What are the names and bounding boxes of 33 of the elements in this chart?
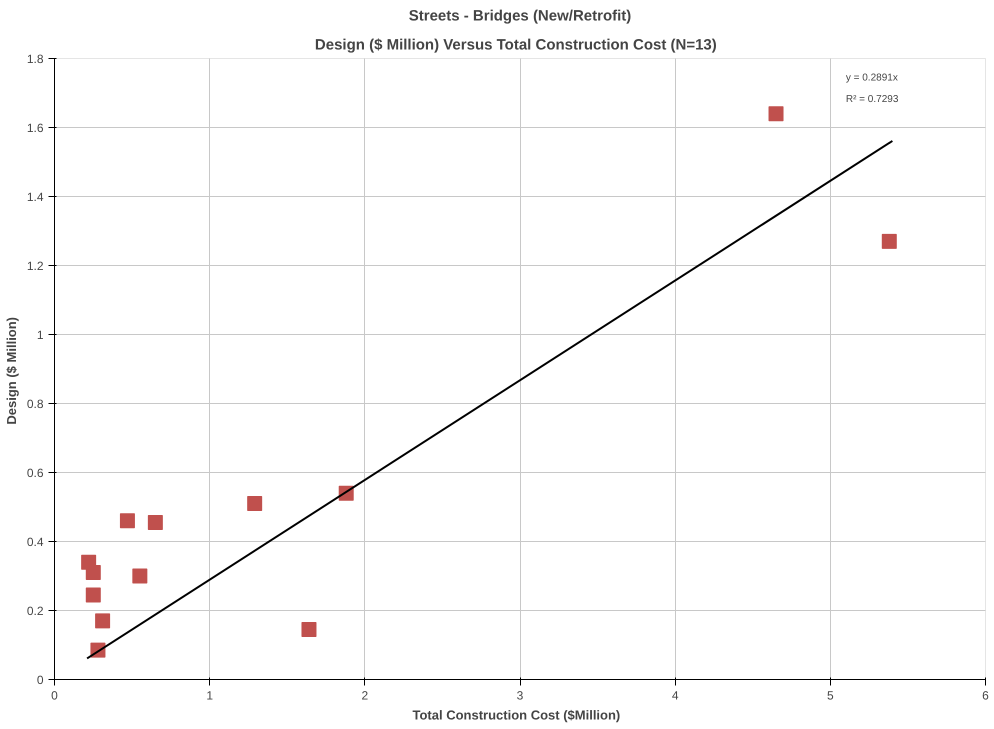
x-tick-label: 1 <box>206 688 214 702</box>
point <box>301 622 316 637</box>
y-tick-label: 0.6 <box>26 466 44 480</box>
y-tick-label: 1.8 <box>26 52 44 66</box>
point <box>768 106 784 122</box>
point <box>86 565 101 580</box>
x-tick-label: 6 <box>982 688 990 702</box>
y-axis-title: Design ($ Million) <box>4 316 19 425</box>
y-tick-label: 0 <box>36 673 44 687</box>
point <box>247 496 262 512</box>
annotation: R² = 0.7293 <box>846 94 899 106</box>
x-tick-label: 4 <box>672 688 679 702</box>
x-tick-label: 2 <box>361 688 368 702</box>
x-tick-label: 5 <box>826 688 834 702</box>
y-tick-label: 1.2 <box>26 259 44 273</box>
x-tick-label: 0 <box>51 688 58 702</box>
chart-subtitle: Design ($ Million) Versus Total Construction Cost (N=13) <box>314 36 717 54</box>
y-tick-label: 1 <box>36 328 44 342</box>
y-tick-label: 0.4 <box>26 535 44 549</box>
y-tick-label: 1.6 <box>26 121 44 135</box>
annotation: y = 0.2891x <box>846 72 898 84</box>
chart-title: Streets - Bridges (New/Retrofit) <box>408 8 632 24</box>
x-axis-title: Total Construction Cost ($Million) <box>412 708 620 722</box>
y-tick-label: 0.8 <box>26 397 44 411</box>
point <box>95 613 110 628</box>
y-tick-label: 0.2 <box>26 604 44 618</box>
point <box>120 513 135 528</box>
point <box>86 587 101 602</box>
y-tick-label: 1.4 <box>26 190 44 204</box>
point <box>882 234 897 249</box>
point <box>148 515 163 530</box>
point <box>132 568 148 584</box>
x-tick-label: 3 <box>516 688 524 702</box>
